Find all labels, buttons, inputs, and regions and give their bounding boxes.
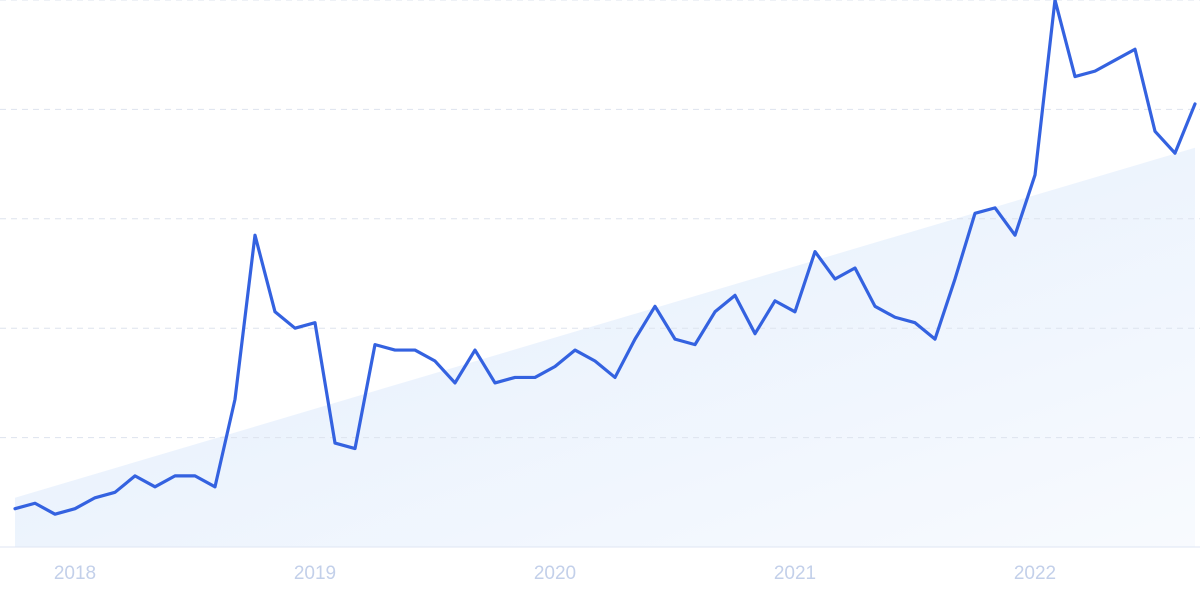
x-tick-label: 2020: [534, 563, 576, 584]
x-tick-label: 2019: [294, 563, 336, 584]
trend-area: [15, 147, 1195, 547]
x-tick-label: 2021: [774, 563, 816, 584]
line: [13, 0, 1197, 516]
x-tick-label: 2018: [54, 563, 96, 584]
x-tick-label: 2022: [1014, 563, 1056, 584]
